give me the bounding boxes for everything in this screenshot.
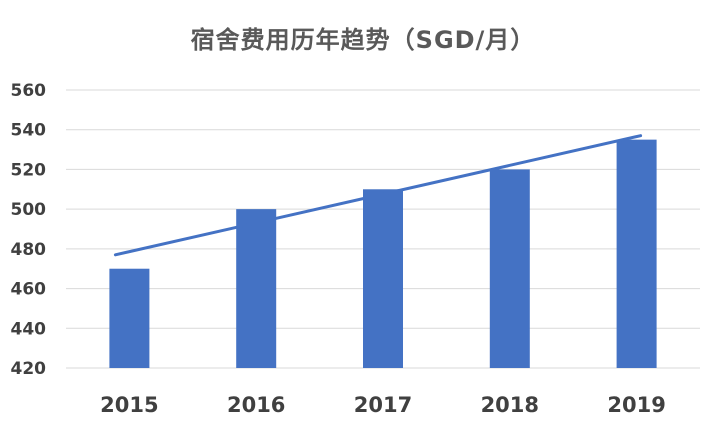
chart-title: 宿舍费用历年趋势（SGD/月） [190, 26, 536, 54]
y-tick-label: 480 [11, 240, 47, 260]
trendline-group [113, 134, 643, 257]
bars [109, 139, 657, 368]
y-tick-label: 560 [11, 81, 47, 101]
bar-2018 [489, 169, 530, 368]
trendline [113, 134, 643, 257]
y-tick-label: 440 [11, 319, 47, 339]
bar-2015 [109, 268, 150, 368]
y-axis-tick-labels: 420 440 460 480 500 520 540 560 [11, 81, 47, 379]
x-axis-category-labels: 2015 2016 2017 2018 2019 [100, 393, 666, 417]
bar-2016 [236, 209, 277, 368]
y-tick-label: 500 [11, 200, 47, 220]
x-tick-label: 2019 [607, 393, 665, 417]
bar-2017 [363, 189, 403, 368]
x-tick-label: 2016 [227, 393, 285, 417]
bar-2019 [616, 139, 657, 368]
y-tick-label: 540 [11, 121, 47, 141]
y-tick-label: 520 [11, 160, 47, 180]
x-tick-label: 2015 [100, 393, 158, 417]
x-tick-label: 2018 [481, 393, 539, 417]
y-tick-label: 420 [11, 359, 47, 379]
x-tick-label: 2017 [354, 393, 412, 417]
y-tick-label: 460 [11, 280, 47, 300]
